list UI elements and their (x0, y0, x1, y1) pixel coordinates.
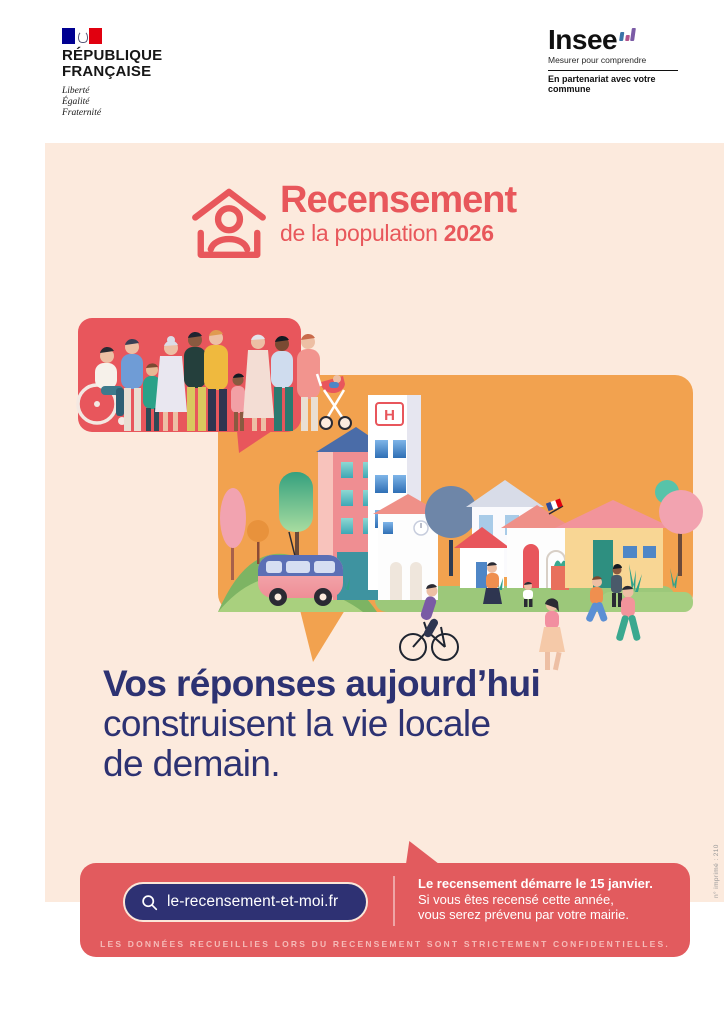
insee-rule (548, 70, 678, 71)
town-bubble-tail (300, 610, 345, 662)
census-website-pill[interactable]: le-recensement-et-moi.fr (123, 882, 368, 922)
cyclist (399, 584, 459, 661)
imprint-note: n° imprimé : 210 (713, 844, 720, 898)
pedestrian-child (523, 581, 533, 607)
people-bubble-tail (237, 431, 272, 453)
pink-tree-left (220, 488, 246, 580)
person-white-hair-woman (243, 334, 274, 431)
confidentiality-notice: LES DONNÉES RECUEILLIES LORS DU RECENSEM… (100, 939, 670, 949)
town-hall-flag-icon (545, 498, 563, 512)
search-icon (142, 894, 158, 910)
rf-motto-fraternite: Fraternité (62, 108, 102, 118)
person-blue-shirt (121, 338, 143, 431)
pedestrian-running (586, 576, 608, 622)
insee-tagline: Mesurer pour comprendre (548, 55, 647, 65)
rf-title-line1: RÉPUBLIQUE (62, 47, 163, 64)
pink-tree-right (655, 480, 703, 576)
headline-line2: construisent la vie locale (103, 703, 491, 744)
banner-divider (393, 876, 395, 926)
person-dark-coat (184, 331, 206, 431)
stroller-icon (315, 373, 352, 430)
people-speech-bubble (76, 318, 352, 453)
info-banner: le-recensement-et-moi.fr Le recensement … (80, 863, 690, 957)
rf-motto-liberte: Liberté (62, 86, 90, 96)
orange-tree (247, 520, 269, 564)
french-flag-icon (62, 28, 102, 44)
green-tree (279, 472, 313, 572)
banner-info-line3: vous serez prévenu par votre mairie. (418, 907, 629, 922)
hospital-sign: H (384, 407, 395, 424)
agave-plants (343, 564, 678, 592)
person-teal-pants (271, 335, 293, 431)
pedestrians (483, 562, 622, 622)
marianne-logo: RÉPUBLIQUE FRANÇAISE Liberté Égalité Fra… (62, 28, 162, 119)
insee-logo: Insee Mesurer pour comprendre En partena… (548, 26, 678, 94)
blue-tree (425, 486, 477, 576)
rf-motto-egalite: Égalité (62, 97, 90, 107)
census-website-url: le-recensement-et-moi.fr (167, 893, 339, 910)
pedestrian-near-townhall (611, 563, 622, 607)
person-yellow-jacket (204, 329, 228, 431)
banner-info-line2: Si vous êtes recensé cette année, (418, 891, 614, 907)
census-subtitle: de la population (280, 220, 438, 246)
headline: Vos réponses aujourd’hui construisent la… (103, 663, 541, 784)
census-title: Recensement (280, 179, 517, 221)
census-house-icon (192, 188, 266, 258)
census-year: 2026 (443, 220, 494, 246)
insee-barchart-icon (619, 28, 637, 41)
illustration-people (76, 329, 352, 431)
pedestrian-orange-skirt (483, 562, 502, 604)
clock-building (373, 494, 443, 600)
person-elderly-woman (155, 336, 187, 431)
town-speech-bubble: H (218, 375, 703, 662)
bus (258, 531, 343, 606)
insee-partnership: En partenariat avec votre commune (548, 74, 656, 94)
person-toddler (231, 373, 245, 431)
banner-info-line1: Le recensement démarre le 15 janvier. (418, 876, 653, 891)
pedestrian-pink-dress (539, 598, 565, 671)
person-wheelchair (76, 346, 126, 425)
rf-title-line2: FRANÇAISE (62, 62, 152, 80)
town-hall (501, 498, 573, 590)
headline-line1: Vos réponses aujourd’hui (103, 663, 541, 704)
insee-name: Insee (548, 24, 618, 55)
census-logo: Recensement de la population 2026 (188, 179, 517, 264)
town-illustration: H (76, 318, 703, 671)
person-stroller (297, 333, 352, 431)
headline-line3: de demain. (103, 743, 281, 784)
banner-info: Le recensement démarre le 15 janvier. Si… (418, 876, 653, 923)
pedestrian-teal-pants (616, 585, 641, 641)
